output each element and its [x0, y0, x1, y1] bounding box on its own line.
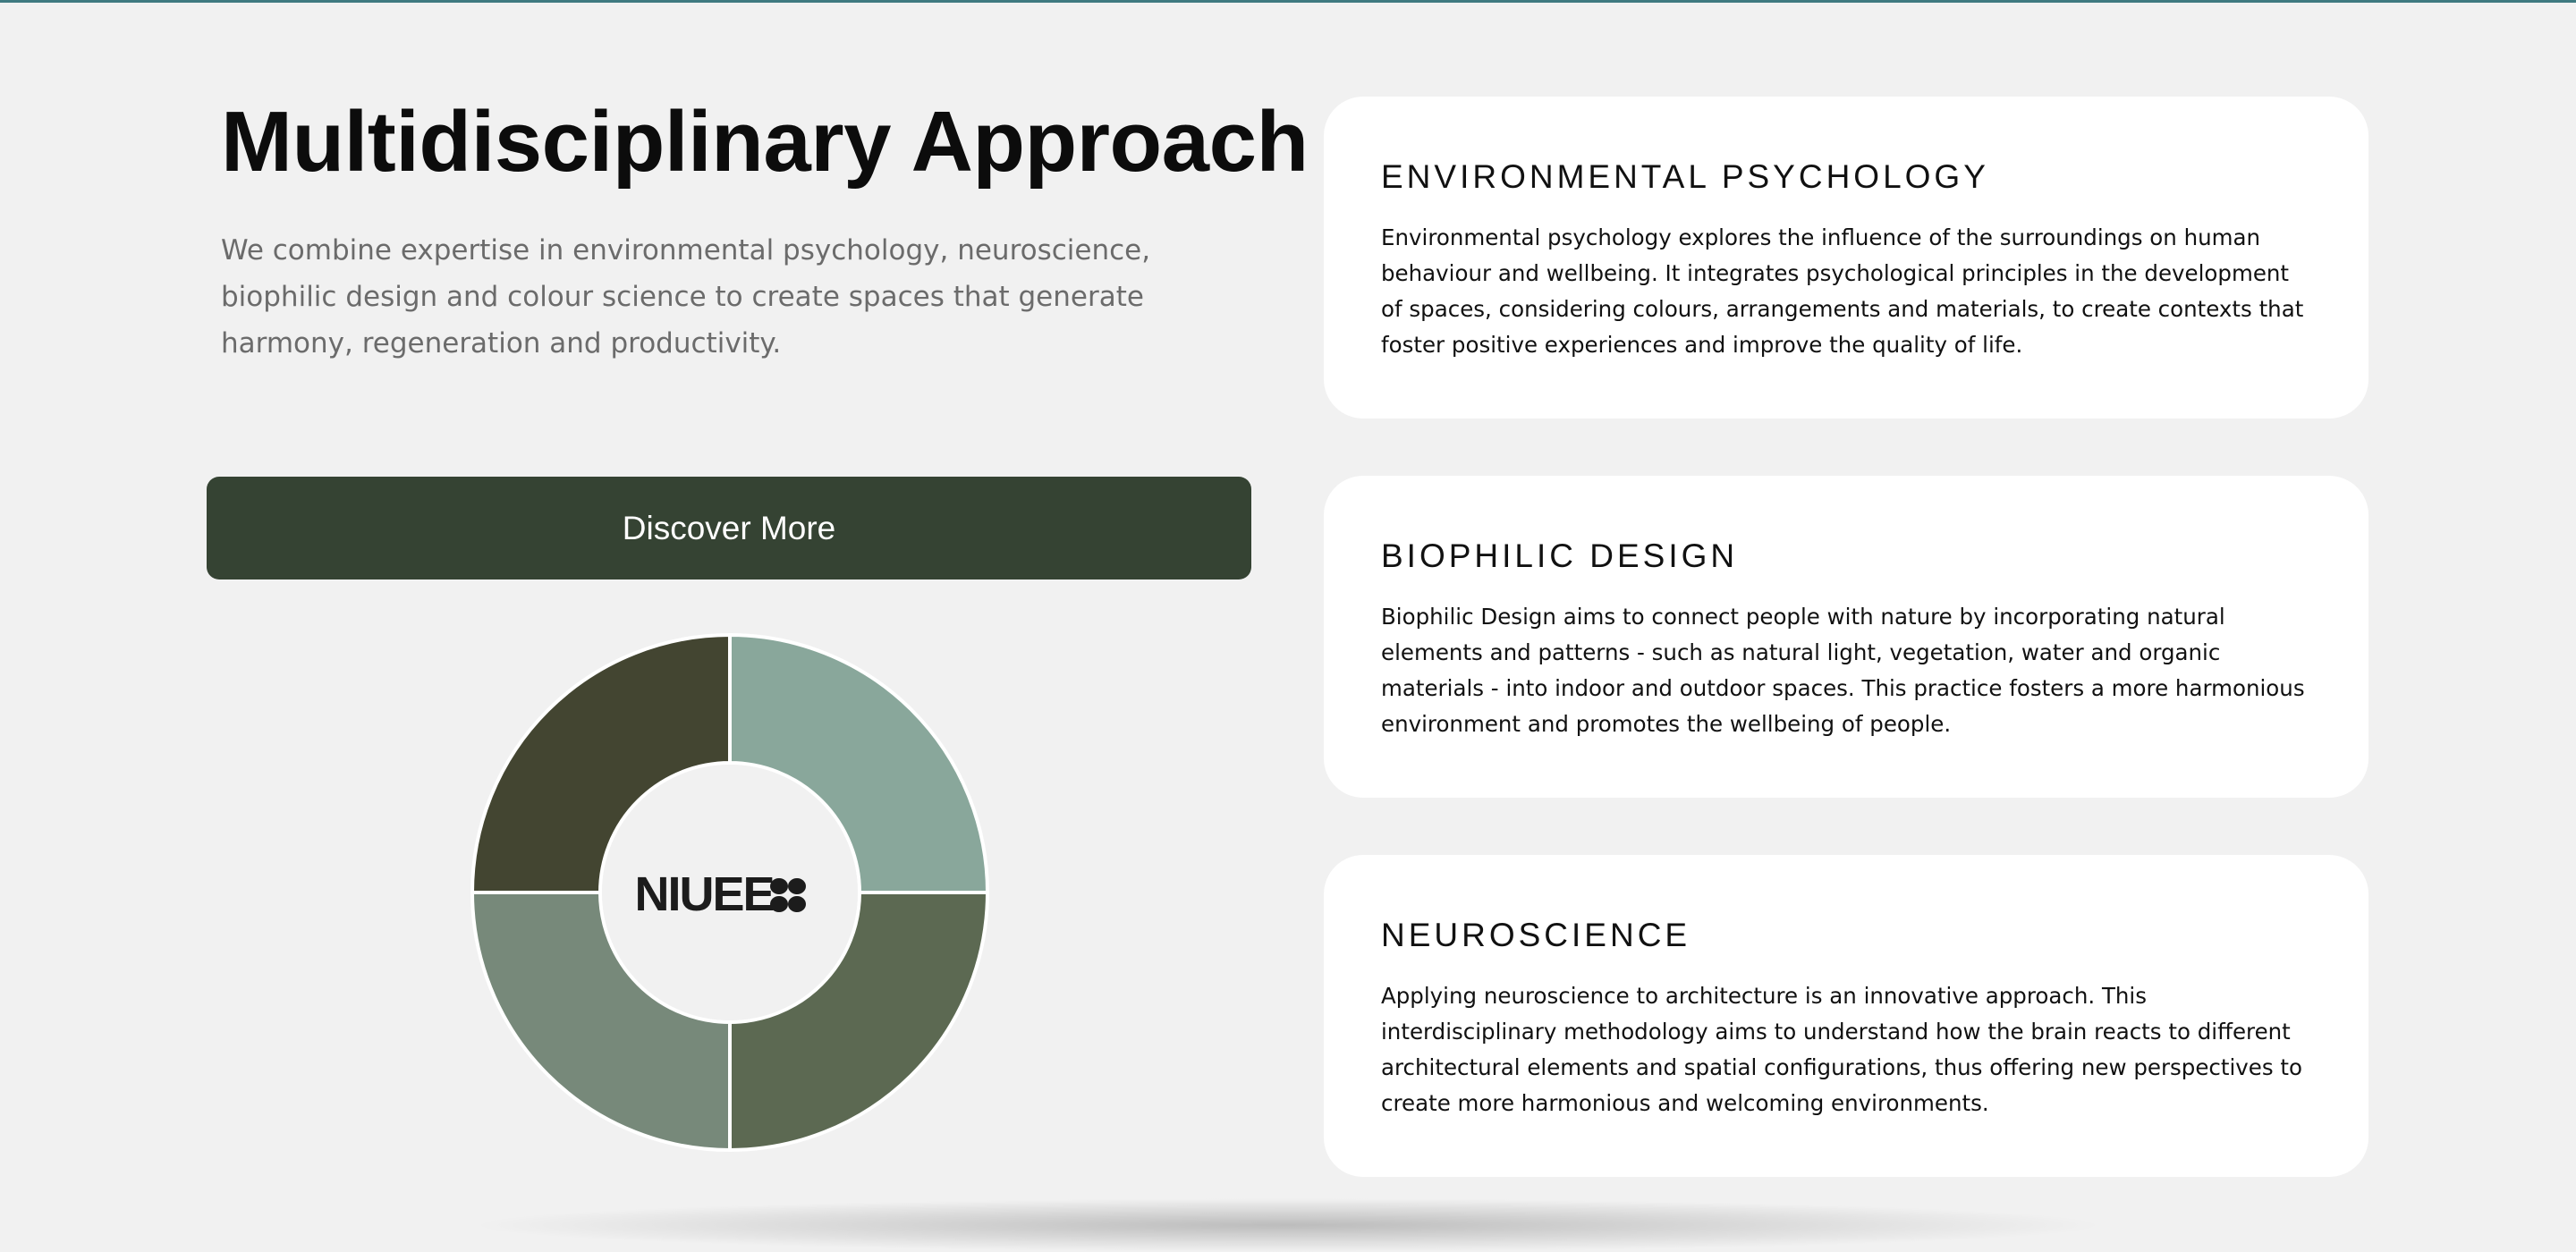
- donut-segment-bottom-right: [728, 891, 989, 1152]
- page-title: Multidisciplinary Approach: [221, 94, 1309, 190]
- bottom-shadow: [465, 1198, 2111, 1252]
- niuee-logo-mark-icon: [770, 878, 806, 912]
- donut-segment-top-left: [470, 633, 732, 894]
- donut-center: [602, 765, 858, 1020]
- niuee-logo-text: NIUEE: [634, 867, 773, 921]
- card-title: ENVIRONMENTAL PSYCHOLOGY: [1381, 158, 1989, 195]
- disciplines-donut-diagram: NIUEE: [470, 633, 989, 1152]
- donut-segment-top-right: [728, 633, 989, 894]
- card-text: Environmental psychology explores the in…: [1381, 224, 2304, 358]
- card-biophilic-design: BIOPHILIC DESIGN Biophilic Design aims t…: [1324, 476, 2368, 798]
- card-text: Biophilic Design aims to connect people …: [1381, 604, 2305, 737]
- card-title: BIOPHILIC DESIGN: [1381, 537, 1739, 574]
- donut-segment-bottom-left: [470, 891, 732, 1152]
- card-environmental-psychology: ENVIRONMENTAL PSYCHOLOGY Environmental p…: [1324, 97, 2368, 419]
- card-title: NEUROSCIENCE: [1381, 917, 1691, 953]
- top-accent-bar: [0, 0, 2576, 3]
- intro-text: We combine expertise in environmental ps…: [221, 234, 1151, 360]
- discover-more-button[interactable]: Discover More: [207, 477, 1251, 579]
- card-neuroscience: NEUROSCIENCE Applying neuroscience to ar…: [1324, 855, 2368, 1177]
- card-text: Applying neuroscience to architecture is…: [1381, 983, 2303, 1116]
